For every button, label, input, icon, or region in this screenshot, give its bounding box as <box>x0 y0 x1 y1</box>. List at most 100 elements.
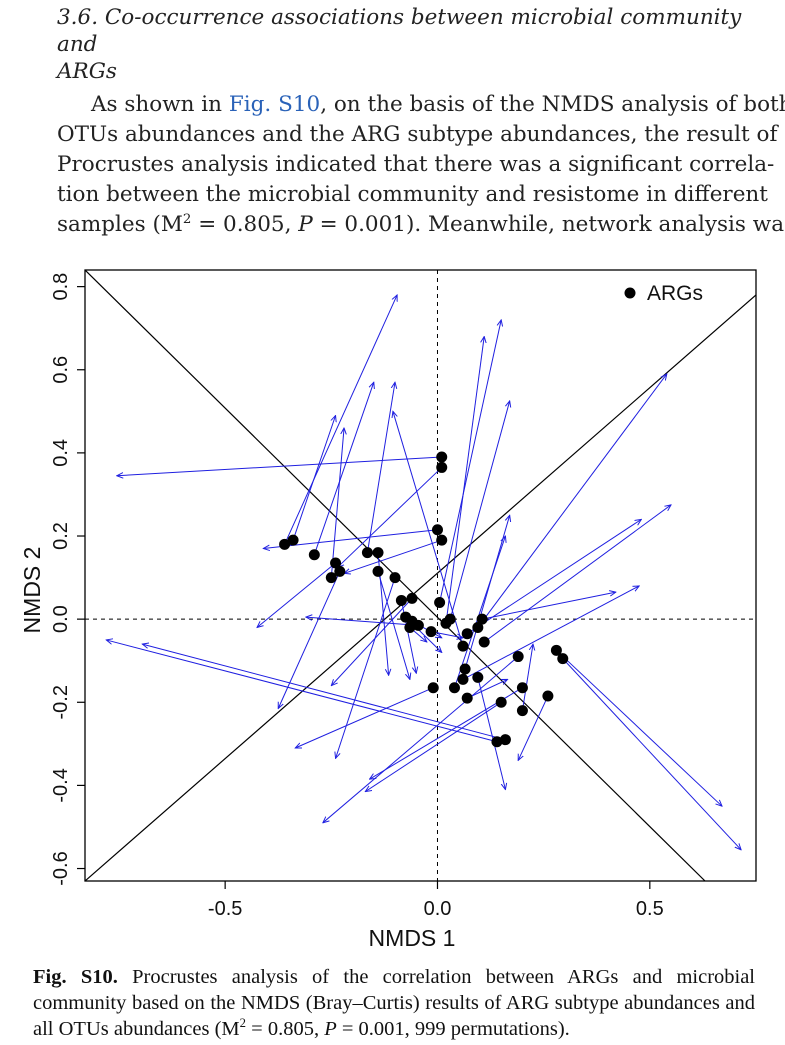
caption-text: = 0.001, 999 permutations). <box>336 1018 570 1040</box>
section-heading-line-2: ARGs <box>57 59 117 84</box>
data-point <box>444 613 456 625</box>
data-point <box>557 653 569 665</box>
procrustes-arrow <box>344 539 442 573</box>
data-point <box>472 621 484 633</box>
data-point <box>372 547 384 559</box>
caption-label: Fig. S10. <box>33 966 118 988</box>
paragraph-line-1: As shown in Fig. S10, on the basis of th… <box>57 90 785 120</box>
procrustes-arrow <box>292 415 335 541</box>
procrustes-arrow <box>466 519 641 635</box>
procrustes-arrow <box>467 679 507 699</box>
data-point <box>427 682 439 694</box>
data-point <box>491 736 503 748</box>
procrustes-arrow <box>562 658 741 850</box>
data-point <box>550 644 562 656</box>
data-point <box>404 621 416 633</box>
x-axis: -0.5 0.0 0.5 <box>208 881 664 920</box>
section-heading: 3.6. Co-occurrence associations between … <box>57 4 757 85</box>
paragraph-text: samples (M <box>57 212 183 237</box>
paragraph-line-5: samples (M2 = 0.805, P = 0.001). Meanwhi… <box>57 210 785 240</box>
fig-s10-link[interactable]: Fig. S10 <box>228 92 321 117</box>
reference-lines <box>85 270 756 881</box>
data-point <box>495 696 507 708</box>
procrustes-arrow <box>477 677 506 789</box>
data-point <box>448 682 460 694</box>
y-tick-label: -0.4 <box>50 768 72 802</box>
y-tick-label: 0.6 <box>50 356 72 384</box>
procrustes-arrow <box>521 644 533 711</box>
legend-label: ARGs <box>647 282 703 305</box>
procrustes-arrow <box>330 428 344 578</box>
data-point <box>516 705 528 717</box>
data-point <box>434 597 446 609</box>
figure-caption: Fig. S10. Procrustes analysis of the cor… <box>33 964 755 1042</box>
data-point <box>395 594 407 606</box>
caption-line-3: all OTUs abundances (M2 = 0.805, P = 0.0… <box>33 1016 755 1042</box>
procrustes-arrow <box>106 640 498 743</box>
y-tick-label: -0.2 <box>50 685 72 719</box>
data-point <box>436 451 448 463</box>
data-point <box>461 628 473 640</box>
p-symbol: P <box>298 212 313 237</box>
procrustes-arrow <box>556 649 722 806</box>
data-point <box>478 636 490 648</box>
body-paragraph: As shown in Fig. S10, on the basis of th… <box>57 90 785 240</box>
caption-line-2: community based on the NMDS (Bray–Curtis… <box>33 992 755 1014</box>
procrustes-arrow <box>323 656 519 823</box>
procrustes-arrow <box>445 337 484 624</box>
x-tick-label: -0.5 <box>208 898 242 920</box>
legend-marker <box>624 287 636 299</box>
procrustes-chart: -0.5 0.0 0.5 -0.6 -0.4 -0.2 0.0 0.2 0.4 0.6 0.8 N… <box>19 269 757 951</box>
data-point <box>431 524 443 536</box>
x-tick-label: 0.0 <box>424 898 452 920</box>
procrustes-arrow <box>117 456 442 476</box>
data-point <box>472 671 484 683</box>
data-point <box>461 692 473 704</box>
superscript: 2 <box>239 1016 247 1031</box>
procrustes-arrow <box>483 505 671 643</box>
data-point <box>459 663 471 675</box>
y-axis-label: NMDS 2 <box>19 547 45 634</box>
data-point <box>287 534 299 546</box>
data-point <box>308 549 320 561</box>
data-point <box>542 690 554 702</box>
procrustes-arrow <box>257 562 336 627</box>
procrustes-arrow <box>142 644 506 741</box>
procrustes-arrow <box>454 536 505 688</box>
y-tick-label: -0.6 <box>50 851 72 885</box>
y-tick-label: 0.2 <box>50 522 72 550</box>
legend: ARGs <box>624 282 703 305</box>
data-point <box>372 565 384 577</box>
data-point <box>389 572 401 584</box>
data-point <box>412 619 424 631</box>
caption-text: = 0.805, <box>246 1018 325 1040</box>
data-point <box>334 565 346 577</box>
caption-text: all OTUs abundances (M <box>33 1018 240 1040</box>
arrow-series <box>106 295 741 850</box>
procrustes-arrow <box>462 586 639 680</box>
procrustes-arrow <box>439 320 502 603</box>
procrustes-arrow <box>284 295 398 545</box>
data-point <box>436 534 448 546</box>
procrustes-arrow <box>338 467 443 567</box>
paragraph-line-2: OTUs abundances and the ARG subtype abun… <box>57 122 778 147</box>
paragraph-line-4: tion between the microbial community and… <box>57 182 768 207</box>
plot-frame <box>84 269 757 882</box>
data-point <box>457 640 469 652</box>
procrustes-arrow <box>306 617 419 626</box>
procrustes-arrow <box>400 600 416 673</box>
paragraph-line-3: Procrustes analysis indicated that there… <box>57 152 775 177</box>
procrustes-arrow <box>366 382 395 553</box>
superscript: 2 <box>182 211 192 227</box>
paragraph-text: As shown in <box>91 92 229 117</box>
procrustes-arrow <box>278 571 341 708</box>
procrustes-arrow <box>336 577 396 759</box>
procrustes-arrow <box>477 374 667 628</box>
data-point <box>325 572 337 584</box>
x-axis-label: NMDS 1 <box>369 925 456 951</box>
y-axis: -0.6 -0.4 -0.2 0.0 0.2 0.4 0.6 0.8 <box>50 273 85 886</box>
data-point <box>457 673 469 685</box>
data-point <box>516 682 528 694</box>
procrustes-arrow <box>377 571 410 679</box>
paragraph-text: = 0.805, <box>191 212 299 237</box>
